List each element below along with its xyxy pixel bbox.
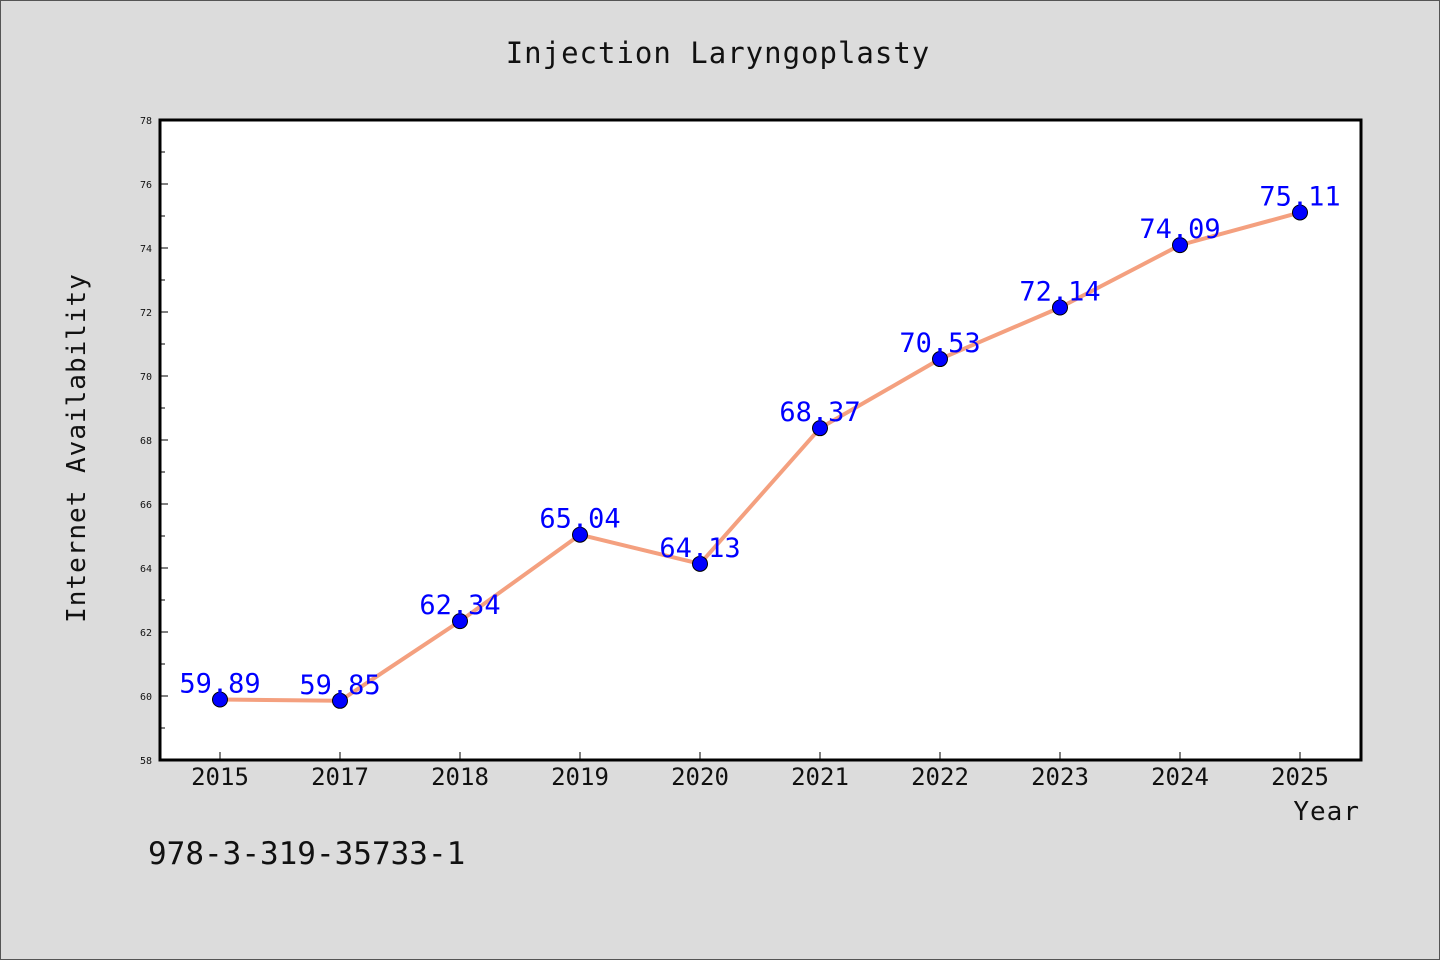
y-tick-label: 72: [140, 308, 152, 319]
data-series: 59.89 59.85 62.34 65.04 64.13 68.37 70.53 72.14…: [179, 181, 1341, 709]
data-label: 59.89: [179, 669, 260, 700]
data-label: 62.34: [419, 590, 500, 621]
y-tick-label: 66: [140, 500, 152, 511]
y-tick-label: 78: [140, 116, 152, 127]
x-tick-label: 2017: [311, 763, 369, 791]
data-label: 68.37: [779, 397, 860, 428]
plot-area: [158, 118, 1363, 762]
data-point: [332, 692, 348, 709]
data-point: [572, 526, 588, 543]
data-label: 65.04: [539, 504, 620, 535]
x-tick-label: 2018: [431, 763, 489, 791]
y-tick-label: 58: [140, 756, 152, 767]
data-point: [932, 351, 948, 368]
data-label: 59.85: [299, 670, 380, 701]
data-label: 75.11: [1259, 181, 1340, 212]
x-tick-label: 2024: [1151, 763, 1209, 791]
y-tick-label: 76: [140, 180, 152, 191]
x-tick-label: 2021: [791, 763, 849, 791]
data-label: 64.13: [659, 533, 740, 564]
y-tick-label: 62: [140, 628, 152, 639]
data-point: [812, 420, 828, 437]
y-tick-label: 68: [140, 436, 152, 447]
y-tick-label: 70: [140, 372, 152, 383]
y-axis-label: Internet Availability: [62, 273, 92, 623]
y-tick-label: 60: [140, 692, 152, 703]
data-point: [1292, 204, 1308, 221]
data-label: 74.09: [1139, 214, 1220, 245]
data-point: [1172, 237, 1188, 254]
x-tick-label: 2025: [1271, 763, 1329, 791]
data-label: 72.14: [1019, 277, 1100, 308]
footnote-isbn: 978-3-319-35733-1: [148, 836, 465, 872]
y-tick-label: 64: [140, 564, 152, 575]
data-point: [692, 555, 708, 572]
x-tick-label: 2020: [671, 763, 729, 791]
data-point: [452, 613, 468, 630]
data-point: [1052, 299, 1068, 316]
x-tick-label: 2022: [911, 763, 969, 791]
x-axis: 2015 2017 2018 2019 2020 2021 2022 2023 2024 2025: [191, 752, 1329, 791]
x-tick-label: 2023: [1031, 763, 1089, 791]
y-tick-label: 74: [140, 244, 152, 255]
x-tick-label: 2019: [551, 763, 609, 791]
data-point: [212, 691, 228, 708]
series-line: [219, 210, 1301, 703]
chart-title: Injection Laryngoplasty: [506, 36, 931, 70]
data-label: 70.53: [899, 328, 980, 359]
x-axis-label: Year: [1293, 797, 1360, 827]
y-axis: 58 60 62 64 66 68 70 72 74 76 78: [140, 116, 168, 767]
x-tick-label: 2015: [191, 763, 249, 791]
